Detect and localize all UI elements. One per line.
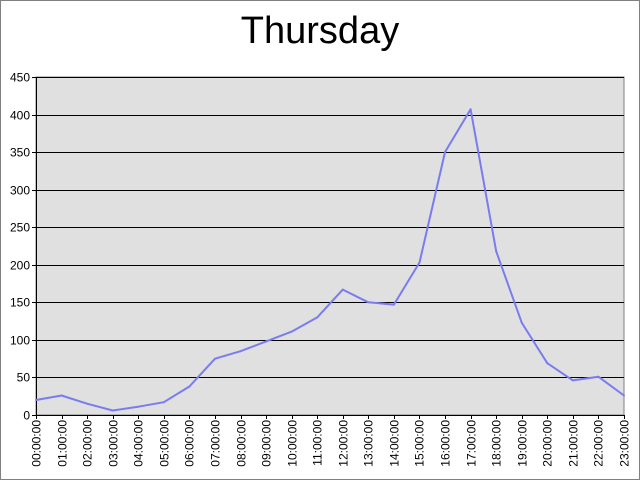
x-tick-label: 14:00:00	[388, 420, 402, 467]
data-point	[495, 250, 498, 253]
x-tick-label: 08:00:00	[235, 420, 249, 467]
data-point	[546, 362, 549, 365]
data-point	[162, 401, 165, 404]
x-tick-label: 22:00:00	[592, 420, 606, 467]
data-point	[367, 301, 370, 304]
x-tick-label: 07:00:00	[209, 420, 223, 467]
data-point	[571, 379, 574, 382]
x-tick-label: 15:00:00	[413, 420, 427, 467]
data-point	[111, 409, 114, 412]
chart-title: Thursday	[240, 10, 400, 52]
x-tick-label: 03:00:00	[107, 420, 121, 467]
x-tick-label: 09:00:00	[260, 420, 274, 467]
data-point	[444, 151, 446, 154]
data-point	[597, 375, 600, 378]
x-tick-label: 21:00:00	[567, 420, 581, 467]
x-tick-label: 16:00:00	[439, 420, 453, 467]
y-tick-label: 50	[17, 371, 31, 385]
y-tick-label: 350	[10, 146, 30, 160]
x-tick-label: 00:00:00	[30, 420, 44, 467]
data-point	[60, 394, 63, 397]
x-tick-label: 20:00:00	[541, 420, 555, 467]
y-tick-label: 300	[10, 184, 30, 198]
y-tick-label: 200	[10, 259, 30, 273]
x-tick-label: 06:00:00	[183, 420, 197, 467]
y-tick-label: 100	[10, 334, 30, 348]
x-tick-label: 19:00:00	[516, 420, 530, 467]
x-tick-label: 01:00:00	[56, 420, 70, 467]
x-tick-label: 23:00:00	[618, 420, 632, 467]
data-point	[265, 340, 268, 343]
data-point	[239, 350, 242, 353]
x-tick-label: 12:00:00	[337, 420, 351, 467]
data-point	[623, 394, 625, 397]
series-line	[35, 108, 625, 412]
x-tick-label: 02:00:00	[81, 420, 95, 467]
x-tick-label: 04:00:00	[132, 420, 146, 467]
data-point	[86, 402, 89, 405]
x-tick-label: 05:00:00	[158, 420, 172, 467]
x-tick-label: 11:00:00	[311, 420, 325, 466]
x-tick-label: 18:00:00	[490, 420, 504, 467]
y-tick-label: 450	[10, 71, 30, 85]
data-point	[520, 321, 523, 324]
data-point	[392, 303, 395, 306]
data-point	[137, 405, 140, 408]
y-tick-label: 0	[23, 409, 30, 423]
x-tick-label: 10:00:00	[286, 420, 300, 467]
x-tick-label: 17:00:00	[465, 420, 479, 467]
y-tick-label: 400	[10, 109, 30, 123]
data-point	[418, 261, 421, 264]
x-tick-label: 13:00:00	[362, 420, 376, 467]
data-point	[188, 385, 191, 388]
data-point	[35, 399, 37, 401]
data-point	[290, 330, 293, 333]
data-point	[316, 316, 319, 319]
y-tick-label: 250	[10, 221, 30, 235]
data-point	[341, 288, 344, 291]
y-tick-label: 150	[10, 296, 30, 310]
data-point	[469, 108, 472, 111]
plot-area	[35, 76, 625, 416]
data-point	[214, 357, 216, 360]
